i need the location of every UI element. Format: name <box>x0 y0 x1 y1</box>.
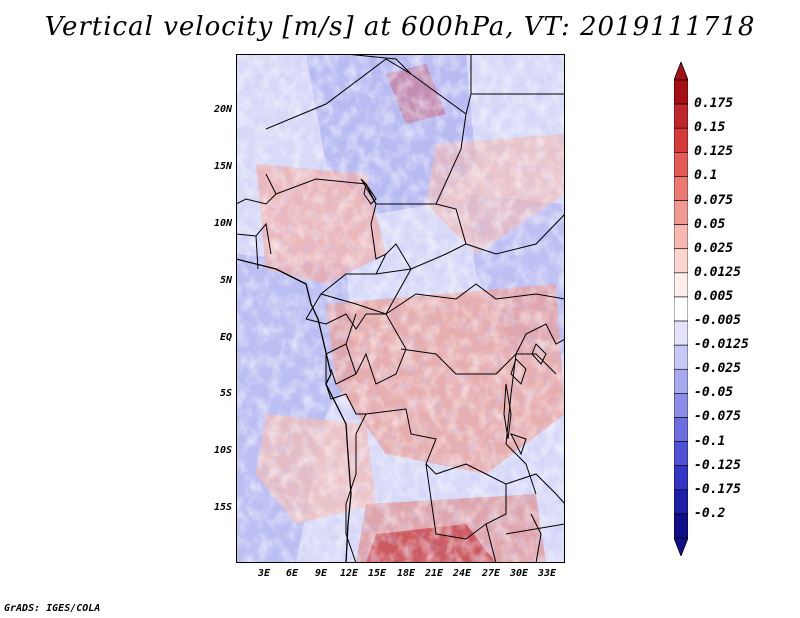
colorbar-box <box>674 368 688 394</box>
colorbar-level-label: 0.175 <box>694 96 734 112</box>
colorbar-level-label: -0.025 <box>694 361 741 377</box>
colorbar-level-label: 0.025 <box>694 240 734 256</box>
lat-label-5s: 5S <box>219 388 232 399</box>
lat-label-15n: 15N <box>213 161 232 172</box>
grads-credit: GrADS: IGES/COLA <box>4 603 101 614</box>
colorbar-level-label: -0.175 <box>694 481 741 497</box>
colorbar-box <box>674 417 688 442</box>
colorbar-level-label: 0.005 <box>694 288 734 304</box>
colorbar-level-label: -0.05 <box>694 385 734 401</box>
lat-label-5n: 5N <box>219 275 232 286</box>
colorbar-level-label: 0.1 <box>694 168 718 184</box>
lon-label-12e: 12E <box>339 568 359 579</box>
colorbar-box <box>674 441 688 466</box>
colorbar-level-label: -0.005 <box>694 313 741 329</box>
lon-label-18e: 18E <box>396 568 416 579</box>
lon-label-27e: 27E <box>481 568 501 579</box>
colorbar-box <box>674 152 688 177</box>
colorbar-bottom-arrow <box>674 537 688 556</box>
colorbar-level-label: 0.05 <box>694 216 726 232</box>
country-borders <box>236 54 565 563</box>
lon-label-33e: 33E <box>537 568 557 579</box>
colorbar-level-label: -0.0125 <box>694 337 749 353</box>
lon-label-6e: 6E <box>285 568 299 579</box>
lat-label-10n: 10N <box>213 218 232 229</box>
colorbar-level-label: -0.2 <box>694 505 726 521</box>
colorbar-level-label: 0.125 <box>694 144 734 160</box>
colorbar-box <box>674 320 688 346</box>
colorbar-top-arrow <box>674 62 688 81</box>
colorbar-box <box>674 79 688 105</box>
colorbar-box <box>674 272 688 298</box>
lon-label-30e: 30E <box>509 568 529 579</box>
coastline <box>236 258 352 563</box>
lon-label-15e: 15E <box>367 568 387 579</box>
colorbar-box <box>674 489 688 515</box>
colorbar-box <box>674 176 688 201</box>
velocity-map <box>236 54 565 563</box>
colorbar-box <box>674 200 688 225</box>
lat-label-10s: 10S <box>213 445 232 456</box>
map-title: Vertical velocity [m/s] at 600hPa, VT: 2… <box>44 12 756 42</box>
lat-label-20n: 20N <box>213 104 232 115</box>
colorbar-box <box>674 465 688 491</box>
colorbar-level-label: 0.15 <box>694 120 726 136</box>
colorbar-box <box>674 103 688 129</box>
lon-label-21e: 21E <box>424 568 444 579</box>
colorbar <box>674 62 688 556</box>
map-frame <box>236 54 565 563</box>
colorbar-level-label: 0.075 <box>694 192 734 208</box>
colorbar-level-label: -0.125 <box>694 457 741 473</box>
lon-label-24e: 24E <box>452 568 472 579</box>
lat-label-15s: 15S <box>213 502 232 513</box>
lat-label-eq: EQ <box>219 332 232 343</box>
lon-label-3e: 3E <box>257 568 271 579</box>
lon-label-9e: 9E <box>314 568 328 579</box>
colorbar-box <box>674 344 688 370</box>
colorbar-box <box>674 127 688 153</box>
colorbar-box <box>674 513 688 539</box>
lakes <box>363 182 547 456</box>
colorbar-box <box>674 224 688 250</box>
colorbar-box <box>674 296 688 322</box>
colorbar-box <box>674 393 688 418</box>
colorbar-level-label: 0.0125 <box>694 264 741 280</box>
colorbar-box <box>674 248 688 274</box>
colorbar-level-label: -0.1 <box>694 433 726 449</box>
colorbar-level-label: -0.075 <box>694 409 741 425</box>
